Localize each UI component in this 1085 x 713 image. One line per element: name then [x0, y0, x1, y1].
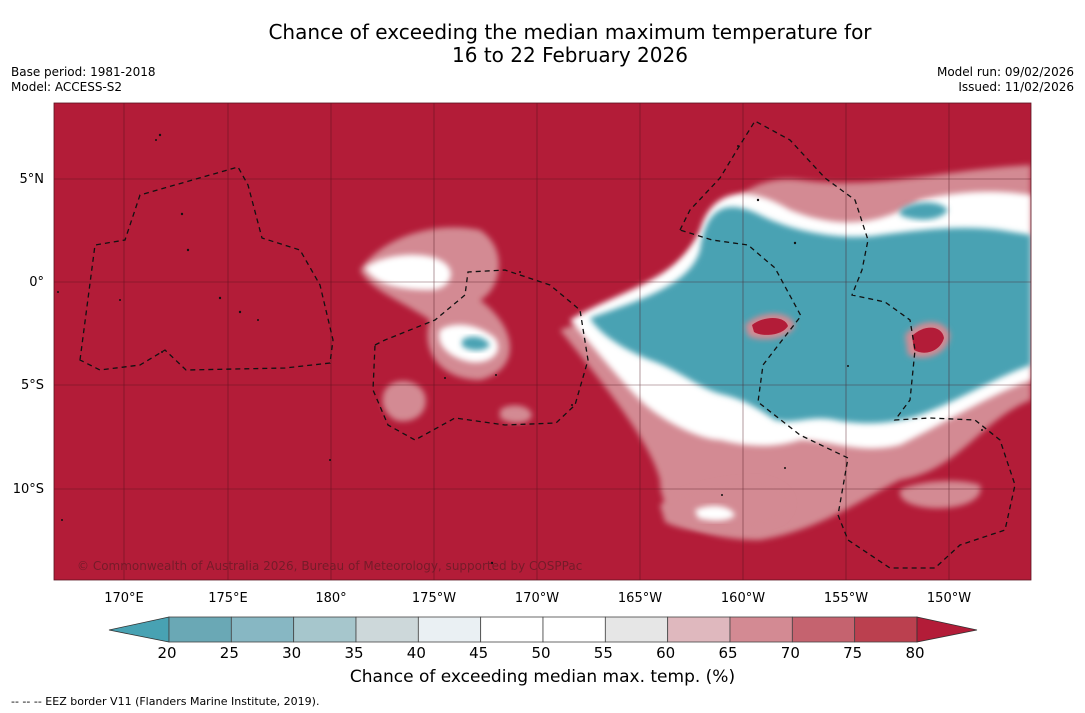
lon-tick-label: 175°W [412, 591, 456, 606]
issued-date: Issued: 11/02/2026 [958, 80, 1074, 94]
map-title: Chance of exceeding the median maximum t… [0, 21, 1085, 67]
colorbar-segment [355, 616, 419, 643]
colorbar-label: 75 [843, 644, 862, 662]
anomaly-field [360, 165, 1031, 540]
colorbar-label: 80 [905, 644, 924, 662]
title-line-1: Chance of exceeding the median maximum t… [268, 20, 872, 44]
base-period: Base period: 1981-2018 [11, 65, 156, 79]
lon-tick-label: 180° [315, 591, 346, 606]
colorbar-segment [230, 616, 295, 643]
colorbar: 20 25 30 35 40 45 50 55 60 65 70 75 80 [108, 616, 978, 662]
colorbar-segment [729, 616, 793, 643]
lon-tick-label: 175°E [208, 591, 248, 606]
colorbar-label: 40 [407, 644, 426, 662]
colorbar-segment [417, 616, 482, 643]
lon-tick-label: 160°W [721, 591, 765, 606]
graticule [54, 103, 1031, 580]
eez-borders [79, 120, 1016, 569]
colorbar-label: 25 [220, 644, 239, 662]
colorbar-label: 70 [781, 644, 800, 662]
colorbar-under-arrow [108, 616, 170, 643]
model-name: Model: ACCESS-S2 [11, 80, 123, 94]
eez-footnote: -- -- -- EEZ border V11 (Flanders Marine… [11, 695, 320, 708]
lon-tick-label: 155°W [824, 591, 868, 606]
colorbar-segment [293, 616, 357, 643]
lon-tick-label: 170°W [515, 591, 559, 606]
colorbar-label: 20 [157, 644, 176, 662]
lat-tick-label: 10°S [13, 482, 44, 497]
colorbar-segment [480, 616, 544, 643]
colorbar-segment [854, 616, 918, 643]
colorbar-segments [168, 616, 918, 643]
colorbar-label: 35 [344, 644, 363, 662]
title-line-2: 16 to 22 February 2026 [452, 43, 688, 67]
model-run: Model run: 09/02/2026 [936, 65, 1074, 79]
meta-left: Base period: 1981-2018 Model: ACCESS-S2 [11, 65, 156, 95]
colorbar-label: 50 [531, 644, 550, 662]
colorbar-label: 65 [718, 644, 737, 662]
lat-tick-label: 5°N [20, 172, 45, 187]
colorbar-over-arrow [916, 616, 978, 643]
colorbar-label: 30 [282, 644, 301, 662]
colorbar-segment [791, 616, 856, 643]
lat-axis: 5°N 0° 5°S 10°S [13, 172, 44, 497]
lon-tick-label: 165°W [618, 591, 662, 606]
colorbar-label: 60 [656, 644, 675, 662]
colorbar-labels: 20 25 30 35 40 45 50 55 60 65 70 75 80 [157, 644, 924, 662]
lon-tick-label: 170°E [104, 591, 144, 606]
meta-right: Model run: 09/02/2026 Issued: 11/02/2026 [937, 65, 1074, 95]
lon-tick-label: 150°W [927, 591, 971, 606]
copyright-notice: © Commonwealth of Australia 2026, Bureau… [77, 559, 583, 573]
lon-axis: 170°E 175°E 180° 175°W 170°W 165°W 160°W… [104, 591, 971, 606]
colorbar-segment [168, 616, 232, 643]
islands [57, 133, 983, 565]
lat-tick-label: 5°S [21, 378, 44, 393]
colorbar-segment [542, 616, 606, 643]
colorbar-label: 55 [594, 644, 613, 662]
colorbar-label: 45 [469, 644, 488, 662]
colorbar-segment [604, 616, 669, 643]
lat-tick-label: 0° [29, 275, 44, 290]
colorbar-title: Chance of exceeding median max. temp. (%… [349, 667, 736, 687]
colorbar-segment [667, 616, 731, 643]
